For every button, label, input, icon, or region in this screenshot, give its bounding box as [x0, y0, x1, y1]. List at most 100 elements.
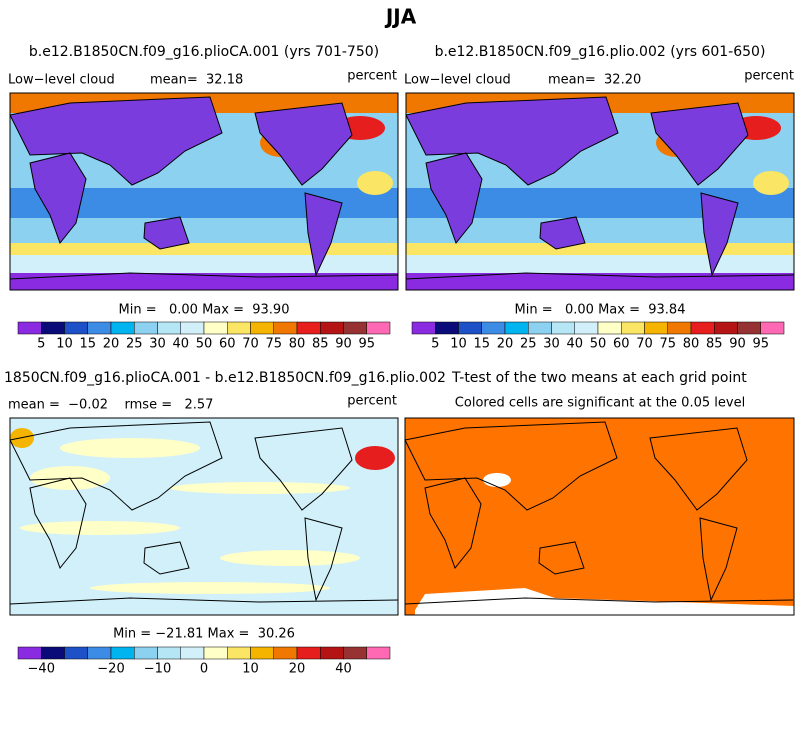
colorbar-swatch	[458, 321, 482, 335]
mean-label: mean= 32.20	[548, 73, 641, 88]
significance-note: Colored cells are significant at the 0.0…	[455, 396, 745, 411]
colorbar-swatch	[203, 321, 228, 335]
colorbar-swatch	[87, 646, 112, 660]
colorbar-swatch	[227, 646, 251, 660]
colorbar-swatch	[110, 321, 135, 335]
colorbar: −40 −20 −10 0 10 20 40	[17, 646, 391, 677]
colorbar-swatch	[17, 646, 42, 660]
colorbar-swatch	[621, 321, 645, 335]
colorbar-swatch	[180, 646, 205, 660]
colorbar-swatch	[320, 321, 344, 335]
colorbar-label: −40	[28, 662, 55, 677]
colorbar-swatch	[481, 321, 506, 335]
colorbar-label: 60	[613, 337, 630, 352]
units-label: percent	[347, 69, 397, 84]
colorbar-swatch	[343, 646, 367, 660]
colorbar-label: 50	[590, 337, 607, 352]
colorbar-label: 75	[659, 337, 676, 352]
colorbar-swatch	[273, 646, 298, 660]
colorbar-label: 40	[335, 662, 352, 677]
colorbar-label: 30	[543, 337, 560, 352]
colorbar-label: 95	[358, 337, 375, 352]
units-label: percent	[347, 394, 397, 409]
colorbar: 5 10 15 20 25 30 40 50 60 70 75 80 85 90 95	[17, 321, 391, 352]
colorbar-swatch	[411, 321, 436, 335]
colorbar-swatch	[528, 321, 552, 335]
units-label: percent	[744, 69, 794, 84]
colorbar-label: 70	[636, 337, 653, 352]
colorbar-label: 20	[289, 662, 306, 677]
colorbar-label: 5	[37, 337, 45, 352]
colorbar-swatch	[737, 321, 761, 335]
colorbar-label: 85	[706, 337, 723, 352]
colorbar-swatch	[227, 321, 251, 335]
colorbar-swatch	[690, 321, 715, 335]
colorbar-swatch	[110, 646, 135, 660]
colorbar-label: 25	[520, 337, 537, 352]
colorbar-label: 40	[172, 337, 189, 352]
colorbar-label: 10	[450, 337, 467, 352]
colorbar-swatch	[296, 321, 321, 335]
colorbar-swatch	[64, 321, 88, 335]
colorbar-swatch	[41, 321, 65, 335]
colorbar-swatch	[435, 321, 459, 335]
colorbar-label: 85	[312, 337, 329, 352]
colorbar-label: 90	[729, 337, 746, 352]
colorbar-swatch	[574, 321, 599, 335]
colorbar-swatch	[551, 321, 575, 335]
map	[9, 417, 399, 616]
colorbar-swatch	[504, 321, 529, 335]
panel-title: 1850CN.f09_g16.plioCA.001 - b.e12.B1850C…	[4, 370, 446, 386]
colorbar-label: 60	[219, 337, 236, 352]
colorbar-label: 15	[79, 337, 96, 352]
colorbar-label: 20	[497, 337, 514, 352]
colorbar-label: 50	[196, 337, 213, 352]
colorbar-label: 90	[335, 337, 352, 352]
colorbar-swatch	[296, 646, 321, 660]
map	[405, 92, 795, 291]
colorbar-label: 0	[200, 662, 208, 677]
colorbar-label: 70	[242, 337, 259, 352]
colorbar-swatch	[366, 321, 391, 335]
colorbar-swatch	[597, 321, 622, 335]
colorbar-swatch	[343, 321, 367, 335]
colorbar-swatch	[760, 321, 785, 335]
colorbar-swatch	[366, 646, 391, 660]
colorbar-label: 5	[431, 337, 439, 352]
panel-title: b.e12.B1850CN.f09_g16.plioCA.001 (yrs 70…	[29, 44, 379, 60]
min-max: Min = 0.00 Max = 93.84	[515, 303, 686, 318]
colorbar-label: 25	[126, 337, 143, 352]
min-max: Min = 0.00 Max = 93.90	[119, 303, 290, 318]
panel-title: T-test of the two means at each grid poi…	[451, 370, 747, 386]
min-max: Min = −21.81 Max = 30.26	[113, 627, 295, 642]
colorbar-label: 75	[265, 337, 282, 352]
colorbar-label: 95	[752, 337, 769, 352]
colorbar-swatch	[157, 646, 181, 660]
colorbar-swatch	[180, 321, 205, 335]
colorbar-swatch	[87, 321, 112, 335]
colorbar-label: 80	[289, 337, 306, 352]
variable-label: Low−level cloud	[404, 73, 511, 88]
colorbar-label: 40	[566, 337, 583, 352]
colorbar-swatch	[320, 646, 344, 660]
panel-title: b.e12.B1850CN.f09_g16.plio.002 (yrs 601-…	[435, 44, 766, 60]
colorbar-swatch	[134, 321, 158, 335]
map	[404, 417, 795, 616]
colorbar-swatch	[17, 321, 42, 335]
variable-label: Low−level cloud	[8, 73, 115, 88]
colorbar: 5 10 15 20 25 30 40 50 60 70 75 80 85 90 95	[411, 321, 785, 352]
colorbar-swatch	[273, 321, 298, 335]
map	[9, 92, 399, 291]
colorbar-swatch	[64, 646, 88, 660]
colorbar-label: 10	[242, 662, 259, 677]
colorbar-swatch	[667, 321, 692, 335]
mean-label: mean= 32.18	[150, 73, 243, 88]
colorbar-label: 20	[103, 337, 120, 352]
colorbar-label: 30	[149, 337, 166, 352]
colorbar-swatch	[644, 321, 668, 335]
colorbar-label: 15	[473, 337, 490, 352]
colorbar-swatch	[250, 646, 274, 660]
figure-title: JJA	[384, 5, 417, 29]
